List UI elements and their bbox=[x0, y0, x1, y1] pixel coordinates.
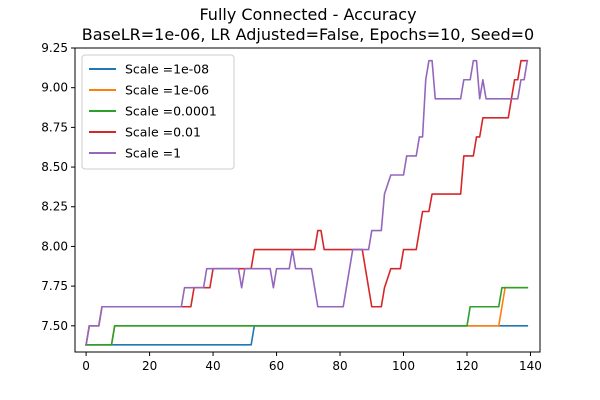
x-tick-label: 60 bbox=[269, 359, 284, 373]
series-line-2 bbox=[85, 286, 529, 346]
y-tick-label: 7.75 bbox=[41, 279, 68, 293]
y-axis: 7.50 7.75 8.00 8.25 8.50 8.75 9.00 9.25 bbox=[41, 41, 75, 333]
x-tick-label: 120 bbox=[456, 359, 479, 373]
x-tick-label: 40 bbox=[205, 359, 220, 373]
legend-label: Scale =0.0001 bbox=[125, 104, 217, 119]
legend-label: Scale =1 bbox=[125, 146, 181, 161]
chart-subtitle: BaseLR=1e-06, LR Adjusted=False, Epochs=… bbox=[82, 25, 534, 44]
x-tick-label: 100 bbox=[392, 359, 415, 373]
series-line-3 bbox=[85, 59, 529, 346]
series-line-0 bbox=[85, 325, 529, 346]
x-tick-label: 140 bbox=[519, 359, 542, 373]
chart-title: Fully Connected - Accuracy bbox=[199, 5, 416, 24]
legend: Scale =1e-08 Scale =1e-06 Scale =0.0001 Sca… bbox=[81, 54, 235, 170]
legend-box bbox=[81, 54, 235, 170]
y-tick-label: 7.50 bbox=[41, 319, 68, 333]
y-tick-label: 8.50 bbox=[41, 160, 68, 174]
x-tick-label: 20 bbox=[142, 359, 157, 373]
legend-label: Scale =0.01 bbox=[125, 125, 201, 140]
y-tick-label: 9.00 bbox=[41, 81, 68, 95]
legend-label: Scale =1e-06 bbox=[125, 83, 209, 98]
x-tick-label: 80 bbox=[332, 359, 347, 373]
plot-frame bbox=[74, 47, 541, 353]
series-line-4 bbox=[85, 59, 529, 346]
series-line-1 bbox=[85, 286, 529, 346]
legend-label: Scale =1e-08 bbox=[125, 62, 209, 77]
y-tick-label: 8.25 bbox=[41, 200, 68, 214]
y-tick-label: 8.00 bbox=[41, 239, 68, 253]
y-tick-label: 8.75 bbox=[41, 120, 68, 134]
x-axis: 0 20 40 60 80 100 120 140 bbox=[82, 352, 542, 373]
series-layer bbox=[85, 59, 529, 346]
x-tick-label: 0 bbox=[82, 359, 90, 373]
y-tick-label: 9.25 bbox=[41, 41, 68, 55]
